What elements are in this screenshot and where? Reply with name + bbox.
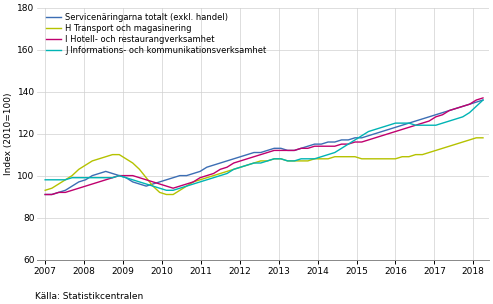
J Informations- och kommunikationsverksamhet [150,184,156,188]
Line: Servicenäringarna totalt (exkl. handel): Servicenäringarna totalt (exkl. handel) [45,100,483,195]
J Informations- och kommunikationsverksamhet [392,121,398,125]
H Transport och magasinering [164,193,170,196]
Text: Källa: Statistikcentralen: Källa: Statistikcentralen [35,292,143,301]
H Transport och magasinering [480,136,486,140]
J Informations- och kommunikationsverksamhet [480,98,486,102]
Legend: Servicenäringarna totalt (exkl. handel), H Transport och magasinering, I Hotell-: Servicenäringarna totalt (exkl. handel),… [46,13,266,55]
Servicenäringarna totalt (exkl. handel) [109,172,115,175]
H Transport och magasinering [244,163,250,167]
I Hotell- och restaurangverksamhet [42,193,48,196]
H Transport och magasinering [42,188,48,192]
Servicenäringarna totalt (exkl. handel) [42,193,48,196]
J Informations- och kommunikationsverksamhet [184,184,190,188]
Line: H Transport och magasinering: H Transport och magasinering [45,138,483,195]
H Transport och magasinering [76,168,82,171]
Servicenäringarna totalt (exkl. handel) [231,157,237,161]
J Informations- och kommunikationsverksamhet [238,165,244,169]
Line: J Informations- och kommunikationsverksamhet: J Informations- och kommunikationsverksa… [45,100,483,190]
H Transport och magasinering [150,184,156,188]
J Informations- och kommunikationsverksamhet [164,188,170,192]
H Transport och magasinering [473,136,479,140]
J Informations- och kommunikationsverksamhet [42,178,48,181]
I Hotell- och restaurangverksamhet [480,96,486,100]
J Informations- och kommunikationsverksamhet [76,176,82,180]
I Hotell- och restaurangverksamhet [446,109,452,112]
Line: I Hotell- och restaurangverksamhet: I Hotell- och restaurangverksamhet [45,98,483,195]
Servicenäringarna totalt (exkl. handel) [150,182,156,186]
I Hotell- och restaurangverksamhet [231,161,237,165]
I Hotell- och restaurangverksamhet [177,184,183,188]
I Hotell- och restaurangverksamhet [386,132,391,136]
J Informations- och kommunikationsverksamhet [453,117,459,121]
H Transport och magasinering [184,184,190,188]
Servicenäringarna totalt (exkl. handel) [386,128,391,131]
Servicenäringarna totalt (exkl. handel) [480,98,486,102]
H Transport och magasinering [238,165,244,169]
Y-axis label: Index (2010=100): Index (2010=100) [4,92,13,175]
I Hotell- och restaurangverksamhet [150,180,156,184]
I Hotell- och restaurangverksamhet [109,176,115,180]
Servicenäringarna totalt (exkl. handel) [446,109,452,112]
Servicenäringarna totalt (exkl. handel) [177,174,183,178]
H Transport och magasinering [392,157,398,161]
